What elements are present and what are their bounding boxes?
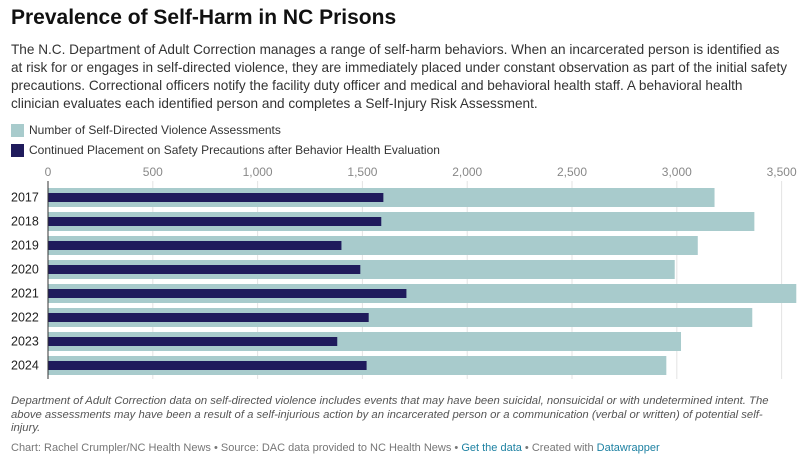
datawrapper-link[interactable]: Datawrapper: [596, 442, 660, 454]
x-tick-label: 1,500: [347, 165, 377, 179]
bar-assessments: [48, 284, 797, 303]
bar-safety-precautions: [48, 361, 367, 370]
bar-assessments: [48, 260, 675, 279]
bar-safety-precautions: [48, 217, 382, 226]
bar-safety-precautions: [48, 193, 384, 202]
bar-safety-precautions: [48, 289, 407, 298]
bar-safety-precautions: [48, 337, 338, 346]
legend-item-assessments: Number of Self-Directed Violence Assessm…: [11, 120, 440, 140]
bar-safety-precautions: [48, 241, 342, 250]
x-tick-label: 500: [143, 165, 163, 179]
byline-credit: Chart: Rachel Crumpler/NC Health News • …: [11, 442, 462, 454]
y-tick-label: 2020: [11, 263, 39, 277]
chart-title: Prevalence of Self-Harm in NC Prisons: [11, 6, 397, 29]
y-tick-label: 2024: [11, 359, 39, 373]
bar-assessments: [48, 332, 682, 351]
legend-swatch-assessments: [11, 123, 24, 137]
byline: Chart: Rachel Crumpler/NC Health News • …: [11, 442, 660, 454]
legend: Number of Self-Directed Violence Assessm…: [11, 120, 440, 160]
bar-assessments: [48, 236, 698, 255]
bar-assessments: [48, 212, 755, 231]
y-tick-label: 2021: [11, 287, 39, 301]
get-the-data-link[interactable]: Get the data: [461, 442, 522, 454]
x-tick-label: 2,500: [557, 165, 587, 179]
y-tick-label: 2019: [11, 239, 39, 253]
x-tick-label: 1,000: [243, 165, 273, 179]
bar-safety-precautions: [48, 313, 369, 322]
x-tick-label: 2,000: [452, 165, 482, 179]
x-tick-label: 0: [45, 165, 52, 179]
legend-label-assessments: Number of Self-Directed Violence Assessm…: [29, 123, 281, 137]
legend-swatch-safety-precautions: [11, 143, 24, 157]
y-tick-label: 2022: [11, 311, 39, 325]
x-tick-label: 3,000: [662, 165, 692, 179]
legend-item-safety-precautions: Continued Placement on Safety Precaution…: [11, 140, 440, 160]
y-tick-label: 2017: [11, 191, 39, 205]
chart-notes: Department of Adult Correction data on s…: [11, 395, 769, 435]
y-tick-label: 2018: [11, 215, 39, 229]
chart-description: The N.C. Department of Adult Correction …: [11, 42, 788, 111]
y-tick-label: 2023: [11, 335, 39, 349]
legend-label-safety-precautions: Continued Placement on Safety Precaution…: [29, 143, 440, 157]
x-tick-label: 3,500: [767, 165, 797, 179]
bar-safety-precautions: [48, 265, 361, 274]
bar-assessments: [48, 308, 753, 327]
byline-separator: • Created with: [521, 442, 597, 454]
